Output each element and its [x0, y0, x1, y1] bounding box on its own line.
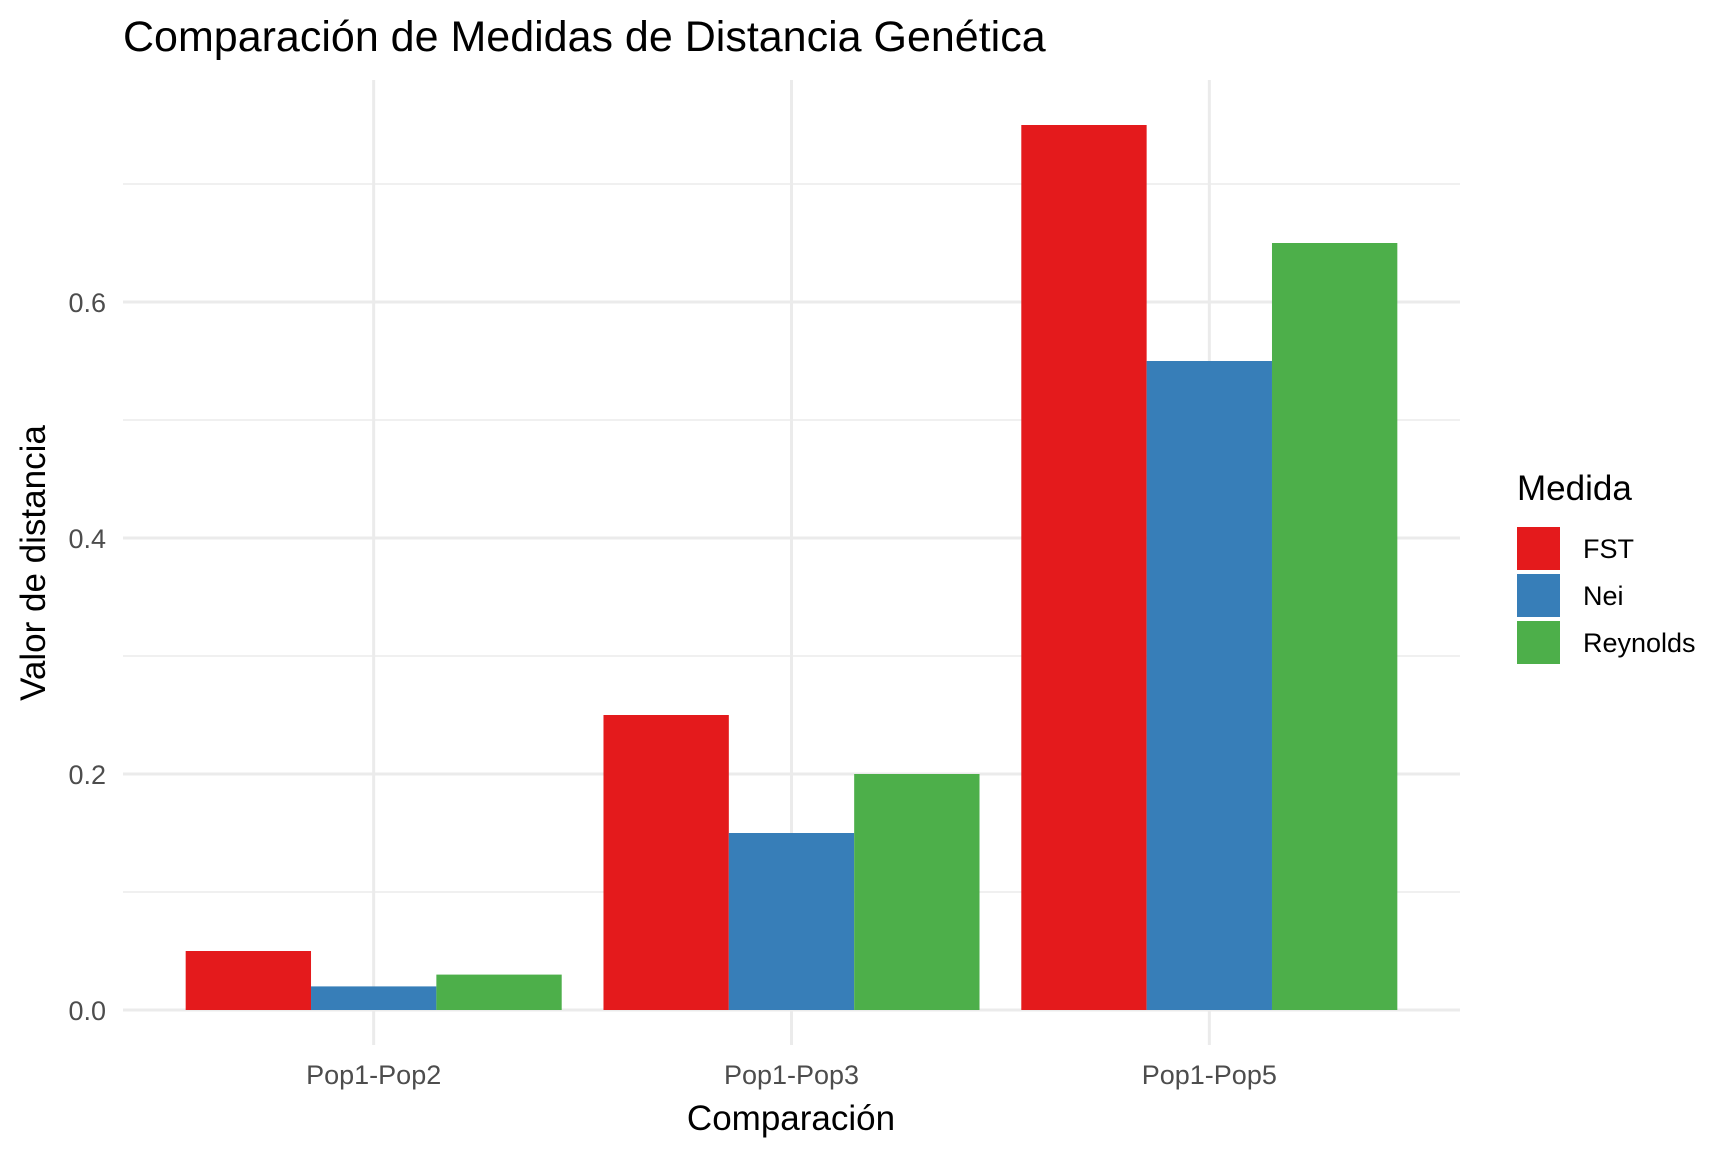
x-axis-title: Comparación: [687, 1099, 895, 1138]
bar-nei-pop1-pop3: [728, 833, 855, 1010]
x-tick-label: Pop1-Pop3: [724, 1060, 859, 1090]
y-tick-label: 0.6: [68, 288, 106, 318]
y-tick-label: 0.2: [68, 760, 106, 790]
legend-key-reynolds: [1517, 621, 1560, 664]
x-axis-ticks: Pop1-Pop2 Pop1-Pop3 Pop1-Pop5: [306, 1060, 1277, 1090]
bar-reynolds-pop1-pop2: [436, 974, 562, 1010]
bar-fst-pop1-pop5: [1021, 125, 1147, 1010]
legend-label-reynolds: Reynolds: [1583, 628, 1696, 658]
bar-fst-pop1-pop3: [603, 715, 729, 1010]
x-tick-label: Pop1-Pop5: [1142, 1060, 1277, 1090]
legend-label-fst: FST: [1583, 534, 1634, 564]
bar-reynolds-pop1-pop5: [1271, 243, 1398, 1010]
bar-fst-pop1-pop2: [185, 951, 312, 1010]
legend-key-fst: [1517, 527, 1560, 570]
y-axis-title: Valor de distancia: [14, 425, 53, 701]
legend-title: Medida: [1517, 469, 1632, 508]
bar-reynolds-pop1-pop3: [854, 774, 980, 1010]
bars: [185, 125, 1398, 1010]
y-axis-ticks: 0.0 0.2 0.4 0.6: [68, 288, 106, 1026]
legend: Medida FST Nei Reynolds: [1517, 469, 1696, 664]
x-tick-label: Pop1-Pop2: [306, 1060, 441, 1090]
bar-nei-pop1-pop2: [311, 986, 437, 1010]
legend-key-nei: [1517, 574, 1560, 617]
legend-items: FST Nei Reynolds: [1517, 527, 1696, 664]
y-tick-label: 0.0: [68, 996, 106, 1026]
legend-label-nei: Nei: [1583, 581, 1624, 611]
chart-title: Comparación de Medidas de Distancia Gené…: [123, 13, 1046, 61]
bar-nei-pop1-pop5: [1146, 361, 1272, 1010]
y-tick-label: 0.4: [68, 524, 106, 554]
